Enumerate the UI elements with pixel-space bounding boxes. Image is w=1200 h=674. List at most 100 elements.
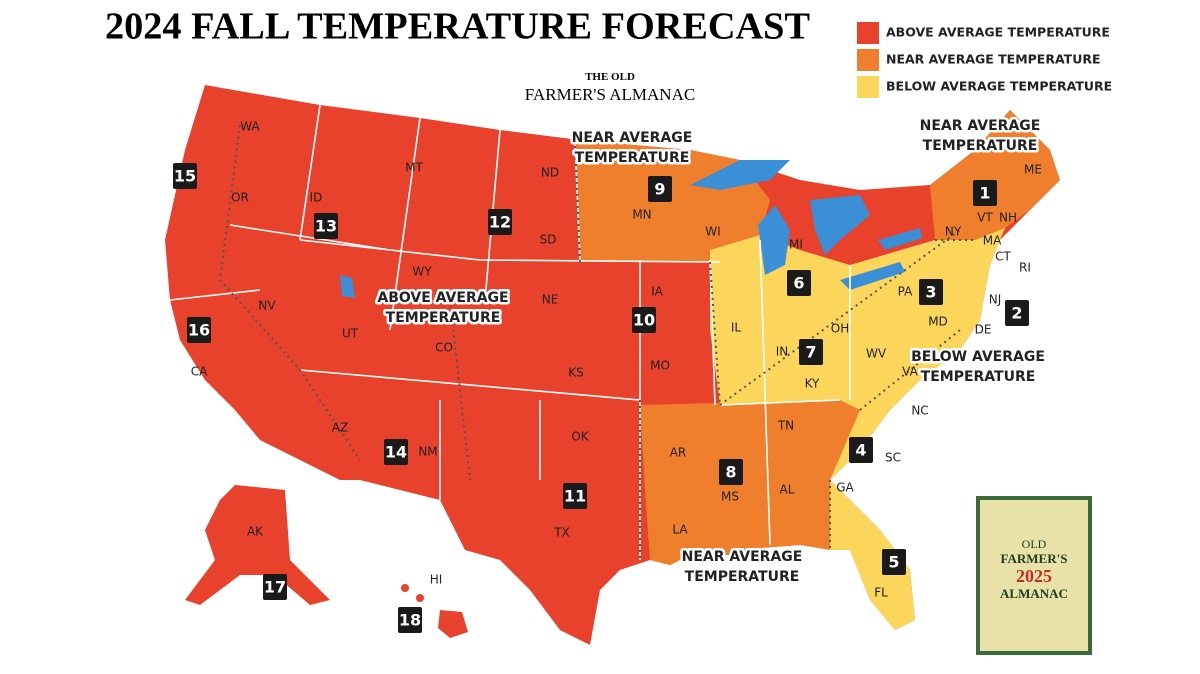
region-badge — [398, 607, 422, 633]
state-label: MO — [650, 359, 670, 373]
state-label: SC — [885, 451, 901, 465]
legend-label: NEAR AVERAGE TEMPERATURE — [886, 52, 1101, 67]
region-number: 2 — [1011, 304, 1022, 323]
region-number: 5 — [888, 553, 899, 572]
region-number: 8 — [725, 463, 736, 482]
region-badge — [384, 439, 408, 465]
state-label: GA — [836, 481, 854, 495]
annotation: NEAR AVERAGE — [920, 118, 1041, 134]
state-label: TN — [777, 419, 794, 433]
region-number: 18 — [399, 611, 421, 630]
state-label: VA — [902, 365, 918, 379]
book-text: 2025 — [1016, 566, 1052, 586]
hawaii — [438, 610, 468, 638]
state-label: MD — [928, 315, 948, 329]
state-label: OK — [571, 430, 589, 444]
book-text: ALMANAC — [1000, 586, 1068, 601]
region-number: 10 — [633, 311, 655, 330]
state-label: NJ — [989, 293, 1002, 307]
region-badge — [488, 209, 512, 235]
book-text: FARMER'S — [1001, 551, 1068, 566]
region-badge — [882, 549, 906, 575]
state-label: OH — [831, 322, 849, 336]
state-label: OR — [231, 191, 249, 205]
state-label: MI — [789, 238, 803, 252]
state-label: IN — [776, 345, 789, 359]
lake — [840, 262, 905, 290]
region-badge — [314, 213, 338, 239]
state-label: ME — [1024, 163, 1042, 177]
region-number: 3 — [925, 283, 936, 302]
state-label: HI — [430, 573, 443, 587]
region-number: 16 — [188, 321, 210, 340]
state-label: MT — [405, 161, 423, 175]
annotation: TEMPERATURE — [685, 569, 800, 585]
region-number: 1 — [979, 184, 990, 203]
state-label: CO — [435, 341, 453, 355]
book-cover: OLD FARMER'S 2025 ALMANAC — [976, 496, 1092, 655]
state-label: NV — [258, 299, 276, 313]
region-badge — [799, 339, 823, 365]
region-near-northeast — [930, 110, 1060, 240]
state-label: NE — [542, 293, 559, 307]
state-label: ND — [541, 166, 559, 180]
region-badge — [719, 459, 743, 485]
state-label: AR — [670, 446, 687, 460]
state-label: AZ — [332, 421, 348, 435]
hawaii-island — [401, 584, 409, 592]
state-label: WI — [705, 225, 720, 239]
lake — [758, 205, 790, 275]
legend-swatch — [857, 49, 879, 71]
region-badge — [973, 180, 997, 206]
region-near-south — [640, 400, 860, 565]
region-badge — [919, 279, 943, 305]
legend-label: BELOW AVERAGE TEMPERATURE — [886, 79, 1112, 94]
state-label: TX — [553, 526, 570, 540]
state-label: IA — [651, 285, 664, 299]
state-label: MS — [721, 490, 739, 504]
region-number: 4 — [855, 441, 866, 460]
lake — [878, 228, 922, 250]
book-frame — [976, 496, 1092, 655]
title: 2024 FALL TEMPERATURE FORECAST — [105, 6, 810, 48]
state-label: DE — [975, 323, 992, 337]
region-number: 7 — [805, 343, 816, 362]
region-number: 6 — [793, 274, 804, 293]
region-badge — [632, 307, 656, 333]
region-badge — [648, 176, 672, 202]
annotation: TEMPERATURE — [575, 150, 690, 166]
region-badge — [173, 163, 197, 189]
legend-swatch — [857, 76, 879, 98]
state-label: WA — [240, 120, 260, 134]
state-label: CA — [191, 365, 208, 379]
region-below-east — [710, 228, 1005, 630]
region-number: 12 — [489, 213, 511, 232]
map — [165, 85, 1060, 645]
state-label: AK — [247, 525, 264, 539]
state-label: WY — [412, 265, 432, 279]
region-badge — [263, 574, 287, 600]
annotation: ABOVE AVERAGE — [377, 290, 508, 306]
region-badge — [849, 437, 873, 463]
book-text: OLD — [1022, 537, 1047, 551]
state-label: MN — [632, 208, 651, 222]
state-label: IL — [731, 321, 742, 335]
annotation: TEMPERATURE — [921, 369, 1036, 385]
state-label: ID — [310, 191, 323, 205]
hawaii-island — [416, 594, 424, 602]
lake — [810, 195, 870, 255]
state-label: FL — [874, 586, 888, 600]
legend-label: ABOVE AVERAGE TEMPERATURE — [886, 25, 1110, 40]
state-label: PA — [898, 285, 913, 299]
legend-swatch — [857, 22, 879, 44]
state-label: NM — [418, 445, 437, 459]
alaska — [185, 485, 330, 605]
state-label: NC — [911, 404, 928, 418]
state-label: NY — [945, 225, 962, 239]
legend: ABOVE AVERAGE TEMPERATURE NEAR AVERAGE T… — [857, 22, 1112, 98]
logo-line: FARMER'S ALMANAC — [525, 85, 695, 104]
annotation: NEAR AVERAGE — [682, 549, 803, 565]
region-number: 14 — [385, 443, 407, 462]
state-label: SD — [540, 233, 557, 247]
